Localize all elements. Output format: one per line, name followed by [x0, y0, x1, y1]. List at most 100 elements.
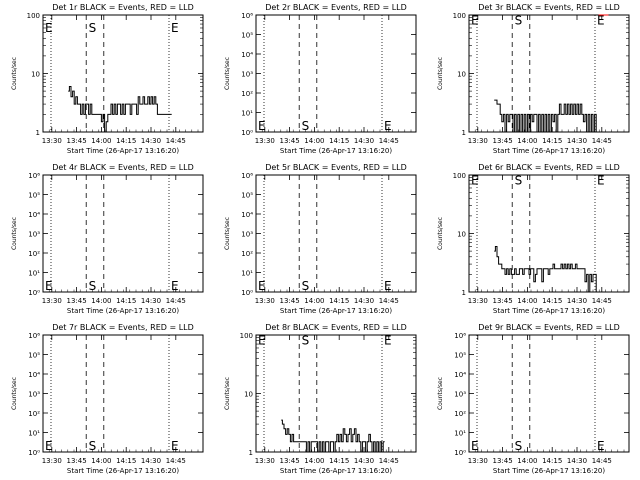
x-tick-label: 14:30: [141, 297, 161, 305]
x-tick-label: 14:00: [517, 297, 537, 305]
event-marker-e: E: [45, 279, 53, 293]
plot-frame: [255, 14, 417, 133]
event-marker-e: E: [171, 439, 179, 453]
event-marker-e: E: [45, 439, 53, 453]
y-tick-label: 10²: [454, 410, 466, 418]
event-marker-e: E: [597, 174, 605, 188]
x-tick-label: 14:45: [166, 457, 186, 465]
x-axis-label: Start Time (26-Apr-17 13:16:20): [67, 467, 179, 475]
y-tick-label: 10³: [241, 71, 253, 79]
event-marker-e: E: [171, 21, 179, 35]
x-tick-label: 14:15: [116, 457, 136, 465]
y-tick-label: 10: [457, 231, 466, 239]
chart-title: Det 8r BLACK = Events, RED = LLD: [265, 323, 407, 332]
x-tick-label: 13:45: [67, 457, 87, 465]
x-tick-label: 13:30: [255, 457, 275, 465]
x-tick-label: 14:15: [542, 297, 562, 305]
y-tick-label: 10¹: [241, 270, 253, 278]
plot-frame: [42, 334, 204, 453]
y-axis-label: Counts/sec: [224, 217, 231, 250]
chart-panel-6: Det 6r BLACK = Events, RED = LLD Counts/s…: [437, 163, 630, 315]
event-marker-e: E: [384, 119, 392, 133]
x-axis-label: Start Time (26-Apr-17 13:16:20): [67, 307, 179, 315]
chart-panel-4: Det 4r BLACK = Events, RED = LLD Counts/s…: [11, 163, 204, 315]
x-tick-label: 13:30: [255, 297, 275, 305]
y-tick-label: 1: [462, 289, 466, 297]
x-axis-label: Start Time (26-Apr-17 13:16:20): [493, 307, 605, 315]
series-line: [494, 99, 598, 133]
event-marker-s: S: [302, 334, 310, 348]
plot-frame: [42, 174, 204, 293]
event-marker-e: E: [471, 439, 479, 453]
y-axis-label: Counts/sec: [437, 57, 444, 90]
x-axis-label: Start Time (26-Apr-17 13:16:20): [493, 147, 605, 155]
event-marker-e: E: [258, 334, 266, 348]
y-tick-label: 10⁴: [28, 371, 40, 379]
plot-frame: [42, 14, 204, 133]
x-tick-label: 13:30: [42, 297, 62, 305]
y-tick-label: 100: [27, 12, 40, 20]
chart-panel-2: Det 2r BLACK = Events, RED = LLD Counts/s…: [224, 3, 417, 155]
chart-title: Det 2r BLACK = Events, RED = LLD: [265, 3, 407, 12]
event-marker-e: E: [45, 21, 53, 35]
event-marker-s: S: [302, 279, 310, 293]
y-tick-label: 10⁶: [28, 172, 40, 180]
x-tick-label: 13:45: [280, 137, 300, 145]
x-tick-label: 14:45: [379, 457, 399, 465]
y-tick-label: 10⁶: [241, 12, 253, 20]
x-tick-label: 13:45: [67, 297, 87, 305]
series-line: [494, 245, 598, 293]
y-tick-label: 100: [453, 172, 466, 180]
x-tick-label: 14:30: [141, 137, 161, 145]
y-tick-label: 10⁴: [241, 211, 253, 219]
y-tick-label: 10⁶: [28, 332, 40, 340]
x-tick-label: 14:45: [592, 137, 612, 145]
x-tick-label: 13:45: [67, 137, 87, 145]
y-axis-label: Counts/sec: [437, 217, 444, 250]
x-tick-label: 14:15: [329, 297, 349, 305]
event-marker-s: S: [302, 119, 310, 133]
y-tick-label: 1: [462, 129, 466, 137]
event-marker-e: E: [171, 279, 179, 293]
y-tick-label: 10⁰: [28, 449, 40, 457]
y-tick-label: 10³: [454, 391, 466, 399]
y-tick-label: 10⁵: [28, 192, 40, 200]
chart-panel-9: Det 9r BLACK = Events, RED = LLD Counts/s…: [437, 323, 630, 475]
y-tick-label: 10⁶: [454, 332, 466, 340]
x-tick-label: 14:00: [304, 297, 324, 305]
event-marker-e: E: [258, 279, 266, 293]
chart-title: Det 5r BLACK = Events, RED = LLD: [265, 163, 407, 172]
y-tick-label: 10¹: [28, 270, 40, 278]
y-tick-label: 10: [244, 391, 253, 399]
y-tick-label: 1: [36, 129, 40, 137]
y-tick-label: 10⁰: [241, 289, 253, 297]
x-tick-label: 14:30: [354, 137, 374, 145]
y-tick-label: 10⁰: [28, 289, 40, 297]
event-marker-e: E: [258, 119, 266, 133]
x-tick-label: 14:15: [542, 137, 562, 145]
y-tick-label: 100: [453, 12, 466, 20]
x-tick-label: 14:45: [592, 457, 612, 465]
x-tick-label: 14:45: [379, 297, 399, 305]
x-tick-label: 14:00: [91, 137, 111, 145]
event-marker-e: E: [384, 334, 392, 348]
x-tick-label: 14:00: [91, 297, 111, 305]
chart-title: Det 3r BLACK = Events, RED = LLD: [478, 3, 620, 12]
x-tick-label: 13:45: [280, 297, 300, 305]
x-axis-label: Start Time (26-Apr-17 13:16:20): [493, 467, 605, 475]
chart-panel-8: Det 8r BLACK = Events, RED = LLD Counts/s…: [224, 323, 417, 475]
event-marker-s: S: [515, 14, 523, 28]
chart-title: Det 6r BLACK = Events, RED = LLD: [478, 163, 620, 172]
event-marker-e: E: [384, 279, 392, 293]
y-tick-label: 10⁴: [28, 211, 40, 219]
x-tick-label: 13:45: [493, 297, 513, 305]
chart-panel-7: Det 7r BLACK = Events, RED = LLD Counts/s…: [11, 323, 204, 475]
x-tick-label: 14:30: [567, 297, 587, 305]
event-marker-s: S: [89, 21, 97, 35]
x-tick-label: 14:45: [166, 297, 186, 305]
x-tick-label: 14:15: [329, 137, 349, 145]
plot-frame: [255, 334, 417, 453]
y-tick-label: 10²: [28, 250, 40, 258]
chart-panel-3: Det 3r BLACK = Events, RED = LLD Counts/s…: [437, 3, 630, 155]
y-tick-label: 10⁵: [454, 352, 466, 360]
